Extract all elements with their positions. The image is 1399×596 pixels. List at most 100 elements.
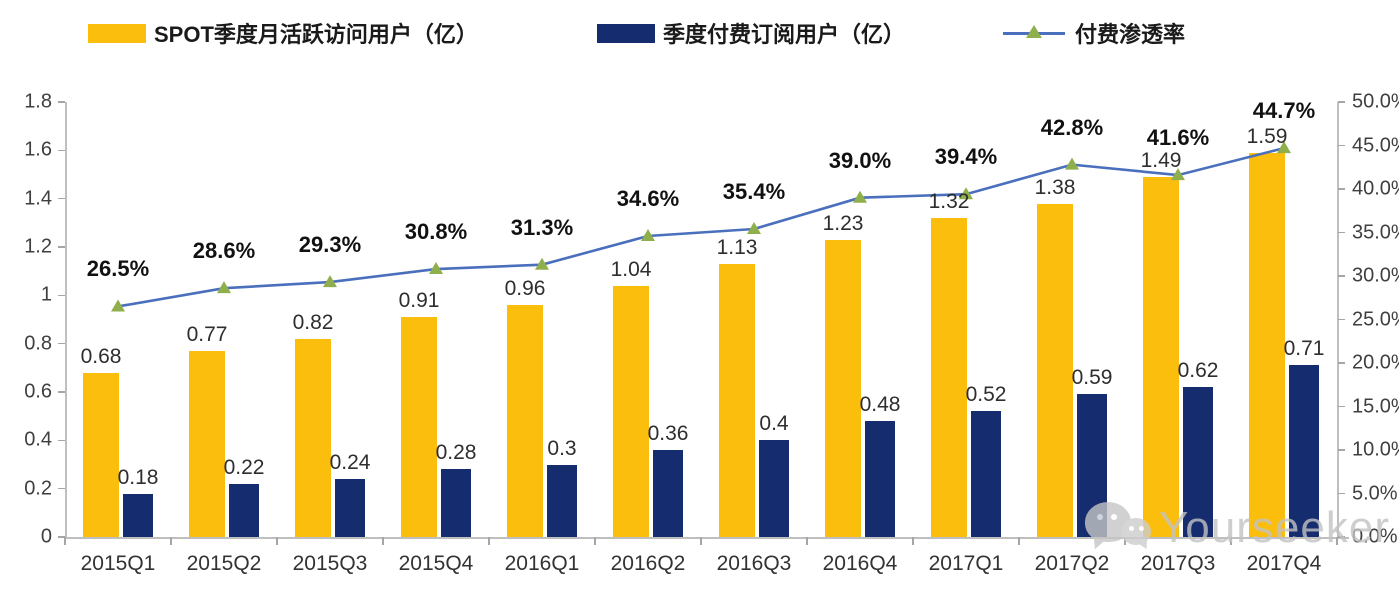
- x-axis-tick: [1018, 537, 1020, 545]
- right-axis-tick-label: 50.0%: [1352, 90, 1399, 113]
- right-axis-tick-label: 5.0%: [1352, 482, 1398, 504]
- bar-mau: [613, 285, 649, 537]
- left-axis-tick-label: 1.4: [24, 187, 52, 210]
- right-axis-tick: [1338, 188, 1345, 190]
- left-axis-tick: [58, 391, 65, 393]
- bar-subscribers: [335, 479, 365, 537]
- subscribers-value-label: 0.52: [965, 383, 1007, 407]
- mau-value-label: 1.49: [1140, 148, 1182, 172]
- x-axis-tick: [594, 537, 596, 545]
- bar-subscribers: [123, 493, 153, 537]
- bar-subscribers: [759, 440, 789, 537]
- triangle-marker: [323, 275, 337, 288]
- subscribers-value-label: 0.36: [647, 422, 689, 445]
- bar-mau: [825, 239, 861, 537]
- x-axis-line: [65, 537, 1349, 539]
- right-axis-tick: [1338, 318, 1345, 321]
- right-axis-tick-label: 20.0%: [1352, 351, 1399, 374]
- right-axis-tick-label: 45.0%: [1352, 134, 1399, 156]
- left-axis-tick-label: 1.6: [24, 138, 52, 161]
- bar-subscribers: [653, 450, 683, 537]
- left-axis-tick: [58, 536, 65, 538]
- penetration-value-label: 35.4%: [722, 179, 786, 205]
- subscribers-value-label: 0.18: [117, 465, 159, 489]
- left-axis-tick: [58, 246, 65, 248]
- subscribers-value-label: 0.48: [859, 393, 901, 416]
- mau-value-label: 0.77: [186, 322, 228, 346]
- mau-value-label: 1.32: [928, 190, 970, 213]
- subscribers-value-label: 0.71: [1283, 337, 1325, 361]
- legend-item-mau: SPOT季度月活跃访问用户（亿）: [88, 18, 478, 48]
- x-axis-tick: [806, 537, 808, 545]
- penetration-value-label: 28.6%: [192, 238, 256, 264]
- legend-item-penetration: 付费渗透率: [1003, 18, 1185, 48]
- bar-subscribers: [441, 469, 471, 537]
- left-axis-line: [65, 102, 67, 537]
- subscribers-value-label: 0.62: [1177, 359, 1219, 383]
- x-axis-tick: [382, 537, 384, 545]
- bar-subscribers: [865, 421, 895, 537]
- left-axis-tick-label: 1.8: [24, 90, 52, 113]
- x-axis-category-label: 2015Q4: [398, 552, 474, 575]
- bar-mau: [1249, 152, 1285, 537]
- left-axis-tick: [58, 197, 65, 200]
- right-axis-line: [1337, 102, 1339, 537]
- mau-value-label: 1.23: [822, 211, 864, 235]
- x-axis-tick: [912, 537, 914, 545]
- left-axis-tick-label: 1: [40, 283, 52, 306]
- x-axis-category-label: 2017Q1: [928, 552, 1004, 575]
- wechat-icon: [1083, 498, 1153, 558]
- bar-mau: [1143, 176, 1179, 537]
- x-axis-tick: [1336, 537, 1338, 545]
- bar-mau: [931, 218, 967, 537]
- subscribers-value-label: 0.28: [435, 441, 477, 465]
- left-axis-tick-label: 0.6: [24, 380, 52, 403]
- watermark-text: Yourseeker: [1159, 503, 1390, 552]
- penetration-value-label: 30.8%: [404, 219, 468, 245]
- x-axis-category-label: 2017Q4: [1246, 552, 1322, 575]
- bar-subscribers: [1289, 365, 1319, 537]
- left-axis-tick-label: 0.2: [24, 477, 52, 500]
- right-axis-tick-label: 30.0%: [1352, 264, 1399, 287]
- x-axis-tick: [170, 537, 172, 545]
- left-axis-tick-label: 1.2: [24, 235, 52, 258]
- penetration-value-label: 26.5%: [86, 256, 150, 282]
- left-axis-tick: [58, 439, 65, 442]
- x-axis-tick: [1230, 537, 1232, 545]
- x-axis-tick: [276, 537, 278, 545]
- bar-subscribers: [547, 464, 577, 537]
- subscribers-value-label: 0.24: [329, 451, 371, 474]
- mau-value-label: 1.38: [1034, 175, 1076, 199]
- bar-subscribers: [229, 483, 259, 537]
- mau-value-label: 0.91: [398, 289, 440, 313]
- penetration-value-label: 44.7%: [1252, 98, 1316, 124]
- bar-subscribers: [971, 411, 1001, 537]
- penetration-value-label: 29.3%: [298, 232, 362, 258]
- triangle-marker: [747, 222, 761, 235]
- penetration-value-label: 34.6%: [616, 185, 680, 211]
- penetration-value-label: 41.6%: [1146, 125, 1210, 151]
- triangle-marker: [1065, 157, 1079, 170]
- right-axis-tick-label: 10.0%: [1352, 438, 1399, 461]
- watermark: Yourseeker: [1083, 498, 1390, 558]
- bar-subscribers: [1183, 387, 1213, 537]
- x-axis-category-label: 2017Q2: [1034, 552, 1110, 575]
- right-axis-tick: [1338, 275, 1345, 277]
- penetration-value-label: 39.0%: [828, 147, 892, 173]
- mau-legend-label: SPOT季度月活跃访问用户（亿）: [154, 22, 478, 47]
- right-axis-tick-label: 0.0%: [1352, 525, 1398, 548]
- right-axis-tick: [1338, 362, 1345, 364]
- left-axis-tick-label: 0.4: [24, 428, 52, 451]
- mau-value-label: 1.13: [716, 235, 758, 259]
- mau-value-label: 0.68: [80, 344, 122, 368]
- subscribers-value-label: 0.59: [1071, 366, 1113, 390]
- subscribers-legend-label: 季度付费订阅用户（亿）: [663, 22, 906, 47]
- right-axis-tick-label: 15.0%: [1352, 395, 1399, 417]
- left-axis-tick: [58, 487, 65, 490]
- subscribers-value-label: 0.22: [223, 455, 265, 479]
- x-axis-category-label: 2017Q3: [1140, 552, 1216, 575]
- bar-mau: [83, 372, 119, 537]
- mau-value-label: 0.96: [504, 277, 546, 300]
- left-axis-tick-label: 0.8: [24, 332, 52, 355]
